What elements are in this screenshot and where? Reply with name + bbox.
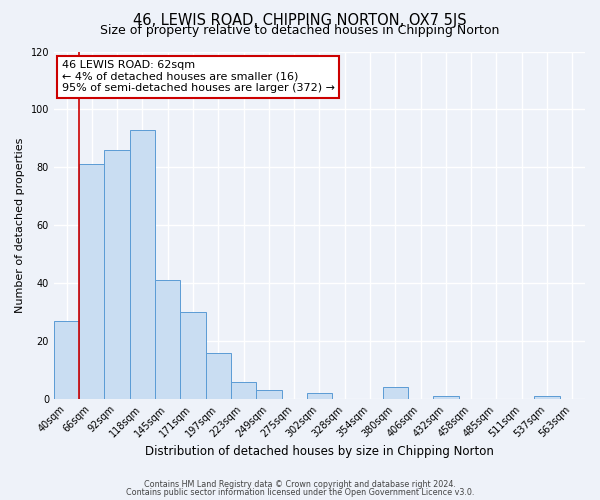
Bar: [206, 352, 231, 399]
Bar: [155, 280, 181, 399]
Text: Contains HM Land Registry data © Crown copyright and database right 2024.: Contains HM Land Registry data © Crown c…: [144, 480, 456, 489]
Bar: [231, 382, 256, 399]
Y-axis label: Number of detached properties: Number of detached properties: [15, 138, 25, 313]
X-axis label: Distribution of detached houses by size in Chipping Norton: Distribution of detached houses by size …: [145, 444, 494, 458]
Bar: [307, 394, 332, 399]
Bar: [79, 164, 104, 399]
Bar: [256, 390, 281, 399]
Bar: [130, 130, 155, 399]
Bar: [535, 396, 560, 399]
Text: Size of property relative to detached houses in Chipping Norton: Size of property relative to detached ho…: [100, 24, 500, 37]
Bar: [54, 321, 79, 399]
Bar: [104, 150, 130, 399]
Bar: [181, 312, 206, 399]
Bar: [383, 388, 408, 399]
Text: Contains public sector information licensed under the Open Government Licence v3: Contains public sector information licen…: [126, 488, 474, 497]
Text: 46 LEWIS ROAD: 62sqm
← 4% of detached houses are smaller (16)
95% of semi-detach: 46 LEWIS ROAD: 62sqm ← 4% of detached ho…: [62, 60, 335, 94]
Bar: [433, 396, 458, 399]
Text: 46, LEWIS ROAD, CHIPPING NORTON, OX7 5JS: 46, LEWIS ROAD, CHIPPING NORTON, OX7 5JS: [133, 12, 467, 28]
